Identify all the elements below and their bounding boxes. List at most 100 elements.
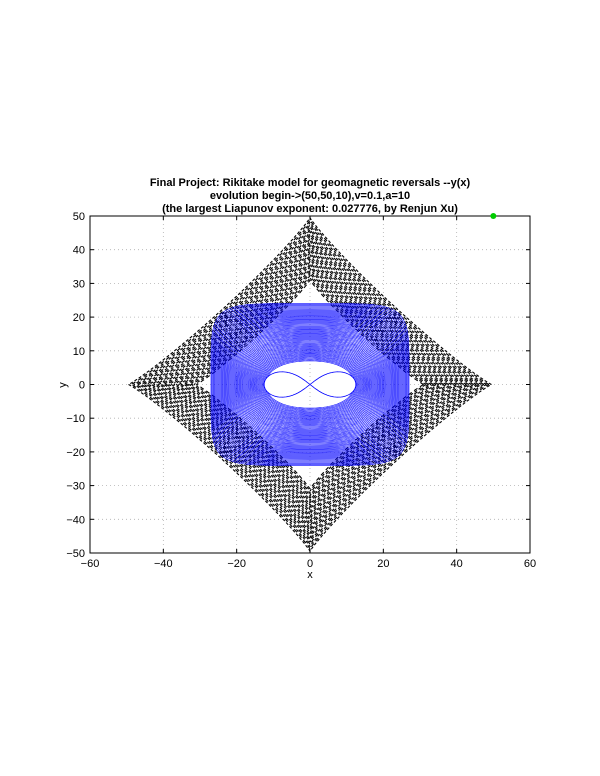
x-tick-label: 20 [377,558,389,570]
inner-trajectory-loop [242,336,378,433]
outer-trajectory-loop [162,249,457,520]
title-line-1: Final Project: Rikitake model for geomag… [149,177,471,189]
outer-trajectory-loop [185,270,434,499]
inner-trajectory-loop [218,311,402,458]
outer-trajectory-loop [130,219,490,550]
outer-trajectory-loop [178,263,442,506]
inner-trajectory-loop [237,331,383,438]
inner-trajectory-loop [235,329,385,440]
outer-trajectory-loop [157,244,462,525]
inner-trajectory-loop [229,322,391,447]
inner-trajectory-loop [217,310,403,459]
y-tick-label: 30 [73,278,85,290]
x-tick-label: −60 [81,558,100,570]
inner-trajectory-loop [256,350,364,419]
inner-trajectory-loop [262,357,358,412]
x-axis-label: x [307,569,313,581]
title-line-2: evolution begin->(50,50,10),v=0.1,a=10 [209,190,411,202]
inner-trajectory-loop [247,341,373,428]
inner-trajectory-loop [241,335,379,434]
inner-trajectory-loop [234,327,386,442]
outer-trajectory-loop [170,256,450,513]
inner-trajectory-loop [219,312,401,457]
y-tick-label: 0 [79,380,85,392]
outer-trajectory-loop [148,234,472,535]
inner-trajectory-loop [238,332,382,437]
inner-trajectory-loop [248,343,372,426]
inner-trajectory-loop [260,354,360,415]
outer-trajectory-loop [128,217,492,552]
inner-trajectory-loop [227,320,393,449]
y-tick-label: −50 [66,548,85,560]
inner-trajectory-loop [220,313,400,456]
x-tick-label: 40 [451,558,463,570]
outer-trajectory-loop [180,265,440,504]
chart-title: Final Project: Rikitake model for geomag… [90,177,530,216]
inner-trajectory-loop [243,337,377,432]
outer-trajectory-loop [137,226,482,543]
y-tick-label: −40 [66,514,85,526]
inner-trajectory-loop [221,315,399,454]
x-tick-label: −20 [227,558,246,570]
inner-trajectory-loop [234,328,386,441]
outer-trajectory-loop [139,229,480,540]
outer-trajectory-loop [133,222,487,547]
outer-trajectory-loop [164,252,455,517]
y-axis-label: y [57,382,69,388]
inner-trajectory-loop [236,330,384,439]
x-tick-label: 60 [524,558,536,570]
inner-trajectory-loop [213,306,407,463]
y-tick-label: 20 [73,312,85,324]
outer-trajectory-loop [193,277,427,492]
title-line-3: (the largest Liapunov exponent: 0.027776… [162,203,458,215]
outer-trajectory-loop [150,237,470,532]
inner-trajectory-loop [253,348,367,421]
y-tick-label: 40 [73,245,85,257]
inner-trajectory-loop [210,303,410,466]
outer-trajectory-loop [196,279,424,490]
inner-trajectory-loop [226,319,394,450]
inner-trajectory-loop [244,338,376,431]
inner-trajectory-loop [250,345,370,424]
inner-trajectory-loop [215,308,405,461]
inner-trajectory-loop [239,333,381,436]
outer-trajectory-loop [173,258,447,511]
start-marker-layer [490,213,497,219]
axis-ticks: −60 −40 −20 0 20 40 60 −50 −40 −30 −20 −10 0 10 20 30 40… [66,211,536,570]
inner-trajectory-loop [245,339,375,430]
inner-trajectory-loop [230,323,390,446]
y-tick-label: −20 [66,447,85,459]
outer-trajectory-loop [142,230,477,539]
inner-trajectory-loop [262,356,358,413]
inner-trajectory-loop [233,326,387,443]
y-tick-label: 10 [73,346,85,358]
inner-trajectory-loop [228,321,392,448]
inner-trajectory-loop [211,304,409,465]
inner-trajectory-loop [240,334,380,435]
outer-trajectory-loop [153,239,467,530]
inner-trajectory-loop [221,314,399,455]
inner-trajectory-loop [222,315,398,454]
outer-trajectory-loop [175,260,445,509]
outer-trajectory-loop [159,247,460,522]
outer-trajectory-loop [155,241,465,528]
inner-trajectory-loop [232,325,388,444]
inner-trajectory-loop [259,353,361,416]
x-tick-label: −40 [154,558,173,570]
inner-trajectory-loop [249,344,371,425]
inner-trajectory-loop [255,349,365,420]
inner-trajectory-loop [257,351,363,418]
inner-trajectory-loop [224,317,396,452]
figure-eight-hole [263,371,357,398]
y-tick-label: −10 [66,413,85,425]
y-tick-label: 50 [73,211,85,223]
start-point-marker [490,213,497,219]
inner-trajectory-loop [254,349,366,420]
inner-trajectory-loop [260,355,359,414]
inner-trajectory-loop [258,352,362,417]
inner-trajectory-loop [214,307,406,462]
inner-trajectory-loop [231,324,389,445]
outer-trajectory-loop [168,254,452,515]
inner-trajectory-loop [246,340,374,429]
